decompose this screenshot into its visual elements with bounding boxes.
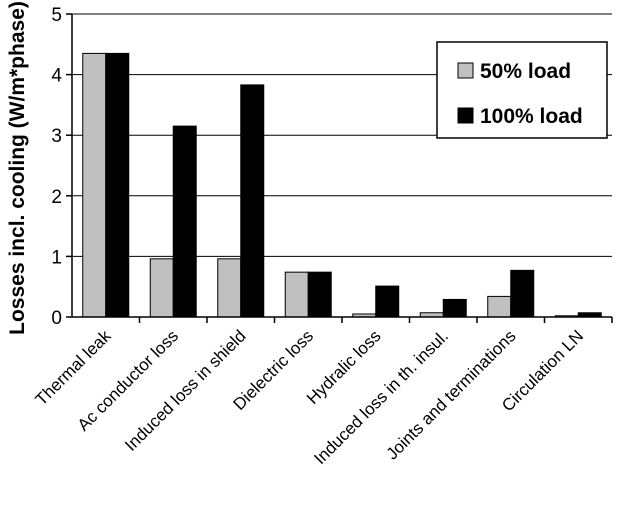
bar-100-load [375,285,400,318]
y-tick-label: 0 [51,308,62,329]
bar-100-load [172,125,197,318]
y-tick-label: 4 [51,66,62,87]
axes [71,14,613,323]
legend-label-50-load: 50% load [480,60,571,83]
bar-50-load [82,52,107,318]
bar-50-load [284,271,309,318]
x-category-label: Induced loss in th. insul. [310,326,452,468]
y-tick-labels: 0 1 2 3 4 5 [51,5,72,329]
y-tick-label: 2 [51,187,62,208]
bar-100-load [510,269,535,318]
legend: 50% load 100% load [436,41,608,139]
legend-swatch-100-load [457,107,474,124]
y-tick-label: 3 [51,126,62,147]
y-axis-title: Losses incl. cooling (W/m*phase) [6,1,29,335]
bar-50-load [217,258,242,318]
legend-swatch-50-load [457,62,474,79]
bar-100-load [307,271,332,318]
bar-100-load [240,84,265,318]
bar-50-load [149,258,174,318]
bar-100-load [105,52,130,318]
bar-100-load [442,298,467,318]
x-category-label: Joints and terminations [383,326,520,463]
y-tick-label: 5 [51,5,62,26]
bar-50-load [487,295,512,318]
y-tick-label: 1 [51,247,62,268]
legend-label-100-load: 100% load [480,105,583,128]
x-category-label: Induced loss in shield [121,326,249,454]
